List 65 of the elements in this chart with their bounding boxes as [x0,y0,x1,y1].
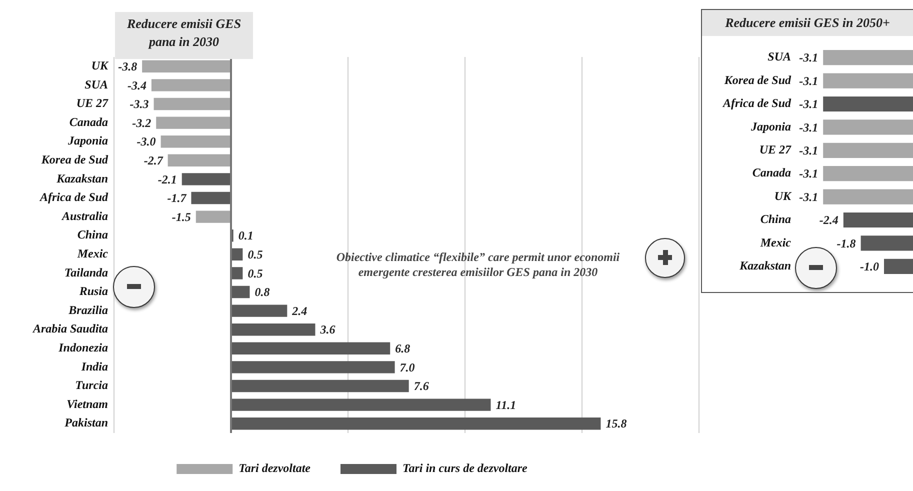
data-label: -3.4 [127,78,146,92]
data-label: 0.8 [254,285,270,300]
y-tick-label: Pakistan [64,416,108,430]
y-tick-label: Vietnam [66,396,108,411]
y-tick-label: SUA [84,77,108,92]
data-label: -3.3 [130,97,149,112]
data-label: -1.0 [860,259,880,274]
y-tick-label: SUA [768,50,791,64]
y-tick-label: China [760,212,791,226]
y-tick-label: Brazilia [68,302,108,317]
y-tick-label: Africa de Sud [38,190,109,204]
data-label: -1.5 [172,210,191,224]
y-tick-label: Japonia [66,134,108,148]
data-label: 6.8 [395,341,410,356]
data-label: -1.8 [836,236,856,250]
data-label: -3.1 [799,143,818,158]
data-label: 7.0 [400,360,415,374]
data-label: 11.1 [496,398,516,412]
y-tick-label: Canada [69,114,108,129]
annotation: Obiective climatice “flexibile” care permit unor economii emergente cresterea emisiilor GES pana in 2030 [335,249,621,281]
y-tick-label: Kazakstan [56,171,108,186]
data-label: 15.8 [606,416,627,431]
y-tick-label: UE 27 [76,96,109,110]
data-label: 2.4 [291,304,308,318]
data-label: -2.1 [158,172,177,186]
legend-label: Tari dezvoltate [238,461,312,476]
y-tick-label: Canada [752,166,791,180]
y-tick-label: India [80,359,108,374]
y-tick-label: Korea de Sud [40,152,109,166]
y-tick-label: Japonia [750,119,791,134]
y-tick-label: Mexic [759,235,792,250]
chart-title: Reducere emisii GES pana in 2030 [115,12,253,59]
data-label: -3.2 [132,116,152,130]
y-tick-label: UK [774,188,792,203]
data-label: -3.1 [799,50,818,65]
data-label: -3.0 [136,134,156,149]
legend-label: Tari in curs de dezvoltare [402,461,528,476]
data-label: 0.5 [248,266,263,280]
y-tick-label: Australia [60,208,108,223]
y-tick-label: China [77,228,108,242]
y-tick-label: Mexic [76,246,109,260]
y-tick-label: Indonezia [58,340,108,354]
data-label: -3.1 [799,97,818,112]
data-label: 7.6 [414,379,429,394]
data-label: -2.7 [144,153,164,168]
y-tick-label: UK [91,58,109,72]
data-label: -3.1 [799,166,818,181]
data-label: 3.6 [319,322,336,337]
data-label: -3.1 [799,120,818,134]
data-label: 0.5 [248,247,263,262]
data-label: -3.1 [799,190,818,204]
y-tick-label: Korea de Sud [723,72,792,87]
y-tick-label: Tailanda [64,265,108,280]
y-tick-label: Kazakstan [738,258,792,272]
y-tick-label: Rusia [78,284,108,298]
chart-title: Reducere emisii GES in 2050+ [702,10,913,36]
data-label: 0.1 [238,228,254,243]
data-label: -2.4 [819,213,838,228]
data-label: -1.7 [167,191,188,206]
y-tick-label: Arabia Saudita [32,322,108,336]
y-tick-label: Africa de Sud [722,96,792,110]
data-label: -3.8 [118,59,138,74]
y-tick-label: Turcia [75,378,108,392]
data-label: -3.1 [799,74,818,88]
y-tick-label: UE 27 [759,142,792,156]
